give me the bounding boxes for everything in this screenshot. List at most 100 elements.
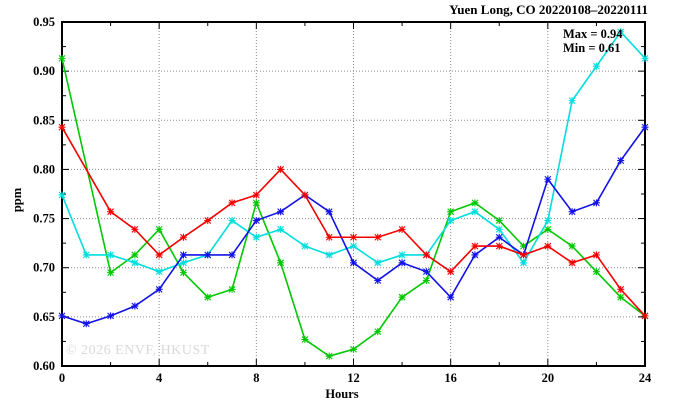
data-point-core <box>133 304 137 308</box>
data-point-core <box>376 278 380 282</box>
data-point-core <box>473 253 477 257</box>
data-point-core <box>570 99 574 103</box>
data-point-core <box>546 219 550 223</box>
data-point-core <box>279 167 283 171</box>
data-point-core <box>109 253 113 257</box>
data-point-core <box>643 56 647 60</box>
data-point-core <box>619 159 623 163</box>
data-point-core <box>497 227 501 231</box>
data-point-core <box>157 253 161 257</box>
data-point-core <box>303 337 307 341</box>
data-point-core <box>230 201 234 205</box>
data-point-core <box>206 253 210 257</box>
data-point-core <box>109 314 113 318</box>
data-point-core <box>546 244 550 248</box>
data-point-core <box>449 210 453 214</box>
data-point-core <box>570 244 574 248</box>
data-point-core <box>352 235 355 239</box>
series-line <box>61 126 646 317</box>
data-point-core <box>60 193 64 197</box>
data-point-core <box>376 261 380 265</box>
data-point-core <box>376 235 380 239</box>
data-point-core <box>181 253 185 257</box>
x-tick-label: 4 <box>156 371 163 385</box>
data-point-core <box>473 210 477 214</box>
y-tick-label: 0.90 <box>33 64 55 78</box>
data-point-core <box>449 270 453 274</box>
x-tick-label: 8 <box>253 371 259 385</box>
data-point-core <box>497 235 501 239</box>
data-point-core <box>254 235 258 239</box>
data-point-core <box>424 270 428 274</box>
data-point-core <box>230 253 234 257</box>
series-line <box>61 126 646 325</box>
data-point-core <box>181 261 185 265</box>
x-tick-label: 12 <box>347 371 360 385</box>
data-point-core <box>522 253 526 257</box>
data-point-core <box>133 227 137 231</box>
chart-title: Yuen Long, CO 20220108–20220111 <box>449 2 648 17</box>
data-point-core <box>206 219 210 223</box>
x-tick-label: 0 <box>59 371 65 385</box>
data-point-core <box>352 261 355 265</box>
data-point-core <box>279 227 283 231</box>
data-point-core <box>522 261 526 265</box>
data-point-core <box>497 244 501 248</box>
x-axis-title: Hours <box>325 387 359 401</box>
data-point-core <box>279 210 283 214</box>
data-point-core <box>424 278 428 282</box>
x-tick-label: 16 <box>444 371 457 385</box>
data-point-core <box>303 244 307 248</box>
data-point-core <box>522 244 526 248</box>
data-point-core <box>594 201 598 205</box>
data-point-core <box>570 210 574 214</box>
data-point-core <box>400 253 404 257</box>
data-point-core <box>109 271 113 275</box>
data-point-core <box>643 314 647 318</box>
data-point-core <box>181 271 185 275</box>
data-point-core <box>473 201 477 205</box>
data-point-core <box>619 287 623 291</box>
data-point-core <box>473 244 477 248</box>
data-point-core <box>279 261 283 265</box>
y-tick-label: 0.60 <box>33 359 55 373</box>
data-point-core <box>327 354 331 358</box>
data-point-core <box>84 253 88 257</box>
data-point-core <box>376 330 380 334</box>
data-point-core <box>157 270 161 274</box>
data-point-core <box>352 244 355 248</box>
series-red <box>58 123 649 320</box>
data-point-core <box>497 219 501 223</box>
data-point-core <box>327 210 331 214</box>
data-point-core <box>60 314 64 318</box>
data-point-core <box>619 30 623 34</box>
max-value-label: Max = 0.94 <box>563 27 623 41</box>
y-tick-label: 0.95 <box>33 15 55 29</box>
x-tick-label: 24 <box>639 371 652 385</box>
data-point-core <box>327 235 331 239</box>
min-value-label: Min = 0.61 <box>563 41 621 55</box>
series-cyan <box>58 28 649 276</box>
data-point-core <box>181 235 185 239</box>
data-point-core <box>133 261 137 265</box>
data-point-core <box>254 201 258 205</box>
data-point-core <box>594 270 598 274</box>
data-point-core <box>109 210 113 214</box>
data-point-core <box>157 227 161 231</box>
data-point-core <box>449 219 453 223</box>
data-point-core <box>230 287 234 291</box>
data-point-core <box>254 193 258 197</box>
data-point-core <box>594 64 598 68</box>
tick-labels: 0.60 0.65 0.70 0.75 0.80 0.85 0.90 0.95 0 4 8 12 16 2… <box>33 15 652 385</box>
data-point-core <box>400 227 404 231</box>
x-tick-label: 20 <box>542 371 555 385</box>
watermark: © 2026 ENVF, HKUST <box>66 343 210 358</box>
data-point-core <box>570 261 574 265</box>
data-point-core <box>619 295 623 299</box>
y-tick-label: 0.80 <box>33 162 55 176</box>
data-point-core <box>352 347 355 351</box>
data-point-core <box>400 295 404 299</box>
data-point-core <box>327 253 331 257</box>
data-point-core <box>594 253 598 257</box>
